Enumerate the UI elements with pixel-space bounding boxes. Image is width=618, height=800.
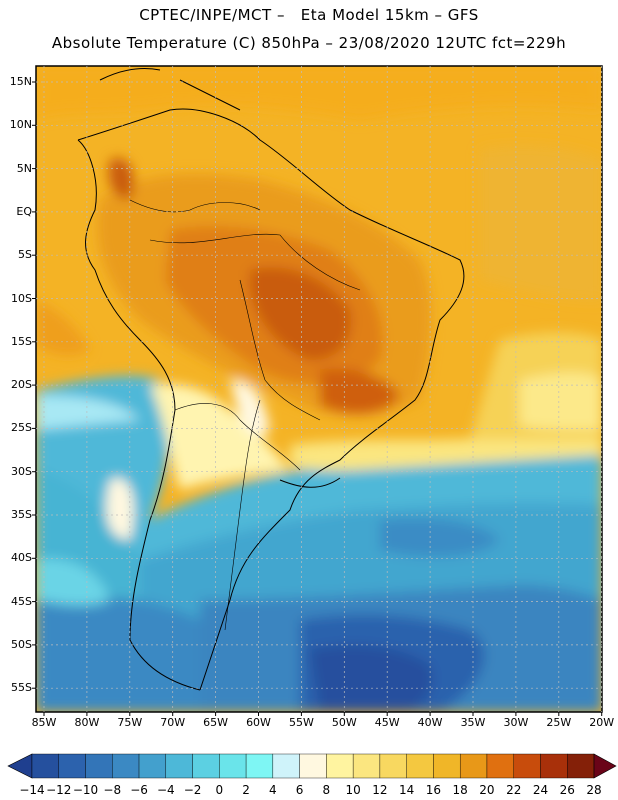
colorbar-label: −2 xyxy=(183,783,202,797)
map-frame xyxy=(35,65,603,713)
lat-label: EQ xyxy=(16,204,32,218)
colorbar-swatch xyxy=(406,753,434,779)
lon-label: 45W xyxy=(374,716,400,729)
lat-label: 30S xyxy=(11,464,32,478)
country-borders xyxy=(129,199,361,631)
colorbar-label: 28 xyxy=(586,783,602,797)
colorbar-swatch xyxy=(352,753,381,779)
title-line-1: CPTEC/INPE/MCT – Eta Model 15km – GFS xyxy=(139,6,479,24)
colorbar-label: 20 xyxy=(479,783,495,797)
lat-label: 20S xyxy=(11,378,32,392)
colorbar-label: 0 xyxy=(215,783,224,797)
colorbar-label: 2 xyxy=(242,783,250,797)
coastlines xyxy=(77,67,465,691)
colorbar-swatch xyxy=(379,753,407,779)
colorbar-label: −6 xyxy=(130,783,148,797)
colorbar-swatch xyxy=(326,753,354,779)
lon-label: 50W xyxy=(331,716,357,729)
colorbar-label: 10 xyxy=(345,783,361,797)
colorbar-label: 4 xyxy=(269,783,277,797)
colorbar-label: −10 xyxy=(72,783,99,797)
lat-label: 50S xyxy=(11,637,32,651)
colorbar-max-arrow xyxy=(593,753,617,779)
colorbar-label: −12 xyxy=(46,783,72,797)
colorbar-swatch xyxy=(31,753,59,779)
lat-label: 5N xyxy=(16,161,32,175)
colorbar-label: 16 xyxy=(425,783,442,797)
lon-label: 25W xyxy=(546,716,572,729)
colorbar-label: 14 xyxy=(399,783,415,797)
lon-label: 65W xyxy=(203,716,229,729)
colorbar-label: 6 xyxy=(295,783,304,797)
lon-label: 85W xyxy=(31,716,57,729)
colorbar-swatch xyxy=(219,753,247,779)
colorbar-swatch xyxy=(459,753,488,779)
title-line-2: Absolute Temperature (C) 850hPa – 23/08/… xyxy=(51,34,567,52)
lon-label: 60W xyxy=(246,716,271,729)
colorbar xyxy=(7,753,617,779)
lat-label: 55S xyxy=(11,681,32,695)
colorbar-label: 18 xyxy=(452,783,468,797)
lon-label: 40W xyxy=(417,716,443,729)
colorbar-swatch xyxy=(272,753,300,779)
lat-label: 10S xyxy=(11,291,32,305)
colorbar-swatch xyxy=(299,753,327,779)
lon-label: 70W xyxy=(160,716,186,729)
colorbar-label: 8 xyxy=(322,783,331,797)
lat-label: 15S xyxy=(11,334,32,348)
lat-label: 25S xyxy=(11,421,32,435)
lon-label: 55W xyxy=(288,716,314,729)
grid-lines xyxy=(32,66,603,716)
colorbar-label: −4 xyxy=(156,783,175,797)
colorbar-swatch xyxy=(513,753,541,779)
lon-label: 80W xyxy=(74,716,100,729)
colorbar-swatch xyxy=(85,753,113,779)
colorbar-swatch xyxy=(192,753,220,779)
colorbar-min-arrow xyxy=(7,753,33,779)
lon-label: 35W xyxy=(460,716,486,729)
colorbar-swatch xyxy=(567,753,595,779)
lon-label: 30W xyxy=(503,716,529,729)
lat-label: 15N xyxy=(9,75,32,88)
lon-label: 75W xyxy=(117,716,143,729)
colorbar-label: 26 xyxy=(559,783,575,797)
colorbar-label: 24 xyxy=(532,783,549,797)
colorbar-swatch xyxy=(58,753,86,779)
colorbar-label: −14 xyxy=(19,783,45,797)
colorbar-swatch xyxy=(112,753,140,779)
lat-label: 45S xyxy=(11,594,32,608)
lat-label: 10N xyxy=(9,118,32,132)
colorbar-label: −8 xyxy=(103,783,122,797)
temperature-field xyxy=(36,66,602,712)
lat-label: 5S xyxy=(18,248,32,262)
colorbar-swatch xyxy=(540,753,568,779)
colorbar-swatch xyxy=(165,753,193,779)
lat-label: 40S xyxy=(11,551,32,565)
colorbar-label: 12 xyxy=(372,783,388,797)
colorbar-swatch xyxy=(245,753,274,779)
colorbar-swatch xyxy=(433,753,461,779)
lon-label: 20W xyxy=(589,716,615,729)
colorbar-swatch xyxy=(486,753,514,779)
lat-label: 35S xyxy=(11,508,32,521)
colorbar-label: 22 xyxy=(506,783,522,797)
colorbar-swatch xyxy=(138,753,167,779)
